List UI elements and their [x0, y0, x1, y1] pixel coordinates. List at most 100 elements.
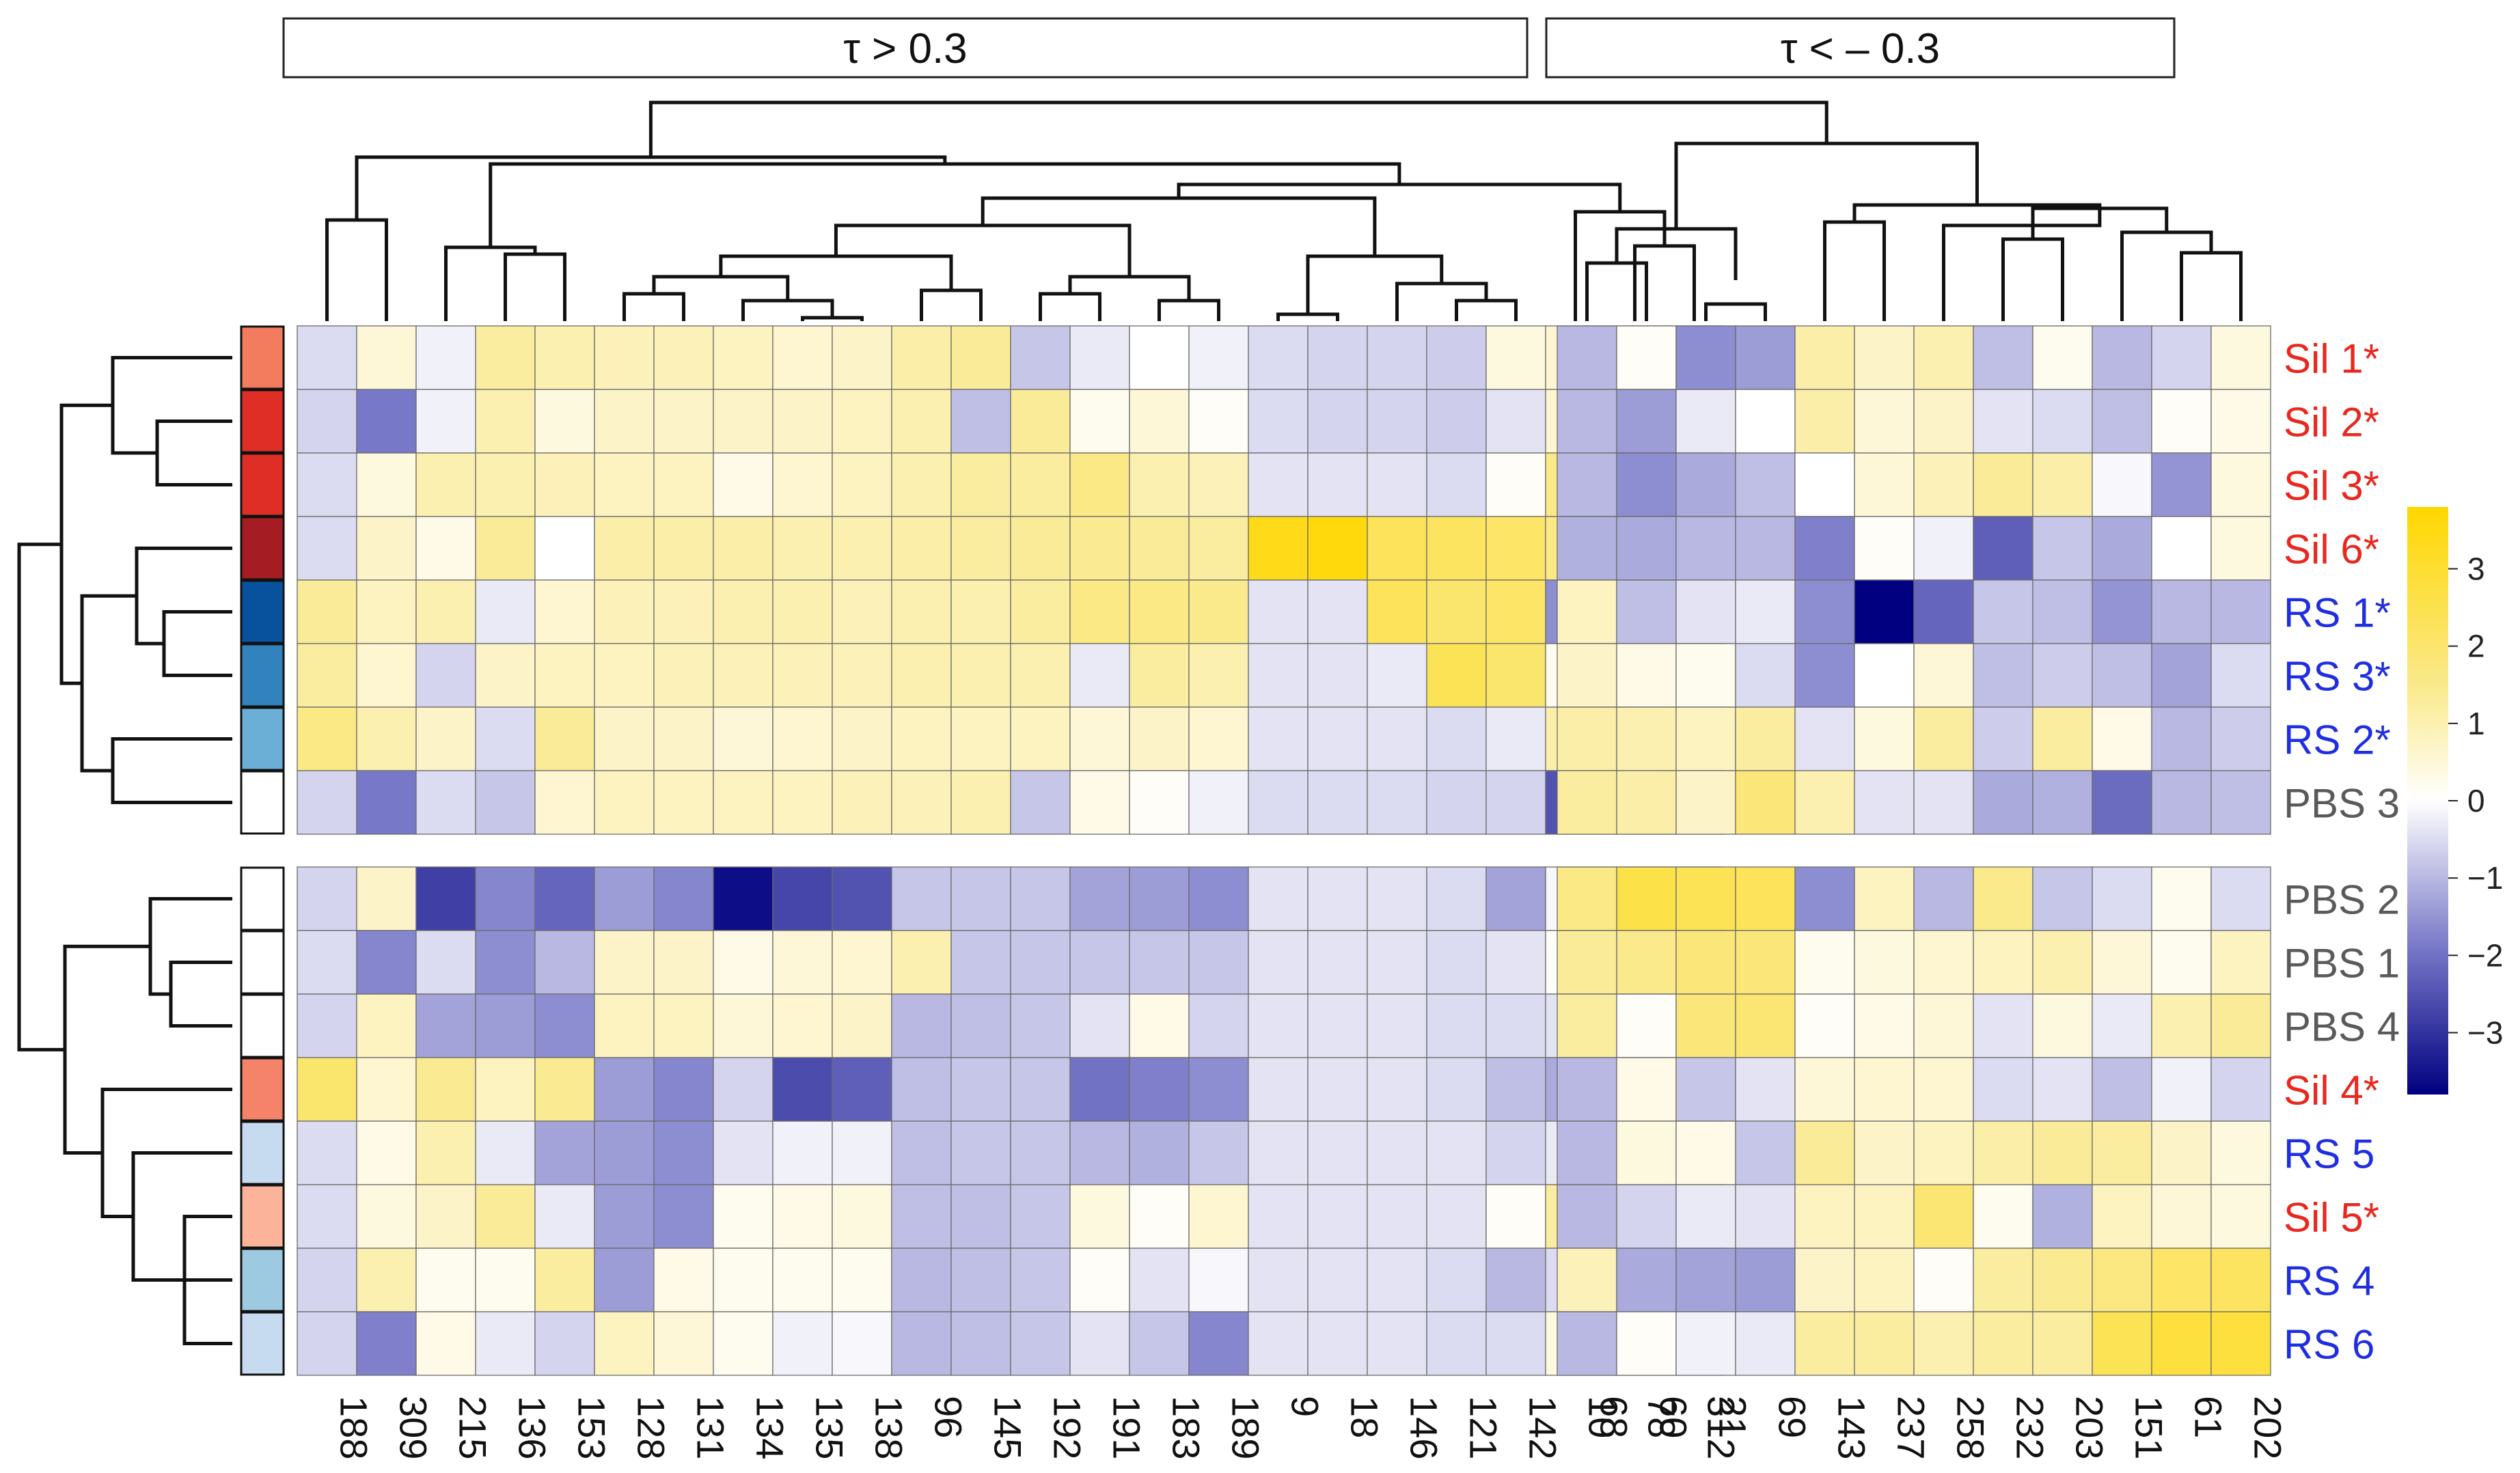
- heatmap-cell: [1794, 325, 1855, 390]
- heatmap-cell: [594, 516, 655, 581]
- heatmap-cell: [1973, 993, 2033, 1058]
- row-label: Sil 2*: [2284, 400, 2379, 445]
- heatmap-cell: [1010, 1248, 1071, 1312]
- row-label: RS 1*: [2284, 590, 2391, 636]
- heatmap-cell: [2032, 389, 2093, 454]
- heatmap-cell: [713, 706, 773, 771]
- heatmap-cell: [2032, 516, 2093, 581]
- heatmap-cell: [1248, 1120, 1309, 1185]
- heatmap-cell: [475, 389, 536, 454]
- heatmap-cell: [2210, 516, 2271, 581]
- heatmap-cell: [950, 1184, 1011, 1249]
- heatmap-cell: [2210, 930, 2271, 995]
- heatmap-cell: [2210, 1248, 2271, 1312]
- heatmap-cell: [1854, 452, 1915, 517]
- heatmap-cell: [1188, 1311, 1249, 1376]
- heatmap-cell: [1367, 1120, 1427, 1185]
- heatmap-cell: [415, 1248, 476, 1312]
- heatmap-cell: [297, 993, 357, 1058]
- heatmap-cell: [534, 706, 595, 771]
- heatmap-cell: [1367, 1057, 1427, 1122]
- heatmap-cell: [1913, 1120, 1974, 1185]
- heatmap-cell: [1069, 579, 1130, 644]
- heatmap-cell: [653, 770, 714, 835]
- heatmap-cell: [1854, 643, 1915, 708]
- heatmap-cell: [832, 1057, 892, 1122]
- heatmap-cell: [1010, 706, 1071, 771]
- heatmap-cell: [1069, 452, 1130, 517]
- heatmap-cell: [832, 770, 892, 835]
- heatmap-cell: [1069, 1248, 1130, 1312]
- row-label: Sil 6*: [2284, 527, 2379, 573]
- column-label: 153: [571, 1396, 614, 1459]
- colorbar-gradient: [2407, 507, 2448, 1095]
- annotation-cell: [240, 1311, 285, 1376]
- column-label: 136: [511, 1396, 554, 1459]
- heatmap-cell: [653, 1120, 714, 1185]
- heatmap-cell: [1307, 1184, 1368, 1249]
- heatmap-cell: [2210, 1184, 2271, 1249]
- heatmap-cell: [1675, 706, 1736, 771]
- heatmap-cell: [356, 1057, 417, 1122]
- heatmap-cell: [2210, 579, 2271, 644]
- heatmap-cell: [2092, 643, 2152, 708]
- row-annotation-bar: [240, 325, 285, 1376]
- heatmap-cell: [1307, 1248, 1368, 1312]
- heatmap-cell: [1485, 770, 1546, 835]
- heatmap-cell: [1854, 1184, 1915, 1249]
- heatmap-cell: [1069, 643, 1130, 708]
- group-header-box: [282, 17, 1529, 79]
- heatmap-cell: [2032, 1311, 2093, 1376]
- heatmap-cell: [534, 770, 595, 835]
- heatmap-cell: [1854, 770, 1915, 835]
- column-label: 258: [1949, 1396, 1992, 1459]
- heatmap-cell: [1794, 930, 1855, 995]
- column-label: 309: [392, 1396, 435, 1459]
- heatmap-cell: [1913, 1248, 1974, 1312]
- heatmap-cell: [1010, 643, 1071, 708]
- heatmap-cell: [1854, 389, 1915, 454]
- heatmap-cell: [1616, 1311, 1677, 1376]
- heatmap-cell: [1485, 452, 1546, 517]
- heatmap-cell: [891, 706, 952, 771]
- heatmap-cell: [475, 706, 536, 771]
- heatmap-cell: [415, 706, 476, 771]
- heatmap-cell: [1675, 325, 1736, 390]
- heatmap-cell: [534, 389, 595, 454]
- heatmap-cell: [1188, 516, 1249, 581]
- heatmap-cell: [1735, 1120, 1796, 1185]
- heatmap-cell: [2210, 770, 2271, 835]
- annotation-cell: [240, 993, 285, 1058]
- heatmap-cell: [1129, 1057, 1190, 1122]
- heatmap-cell: [1794, 866, 1855, 931]
- heatmap-cell: [1367, 706, 1427, 771]
- heatmap-cell: [772, 579, 833, 644]
- heatmap-cell: [713, 1248, 773, 1312]
- heatmap-cell: [2151, 706, 2212, 771]
- heatmap-cell: [713, 1120, 773, 1185]
- heatmap-cell: [475, 1057, 536, 1122]
- annotation-cell: [240, 706, 285, 771]
- heatmap-cell: [2032, 579, 2093, 644]
- heatmap-cell: [1913, 993, 1974, 1058]
- heatmap-cell: [832, 1184, 892, 1249]
- heatmap-cell: [891, 643, 952, 708]
- heatmap-cell: [1248, 516, 1309, 581]
- annotation-cell: [240, 930, 285, 995]
- heatmap-cell: [415, 516, 476, 581]
- heatmap-cell: [713, 930, 773, 995]
- heatmap-cell: [1248, 643, 1309, 708]
- heatmap-cell: [594, 866, 655, 931]
- heatmap-cell: [1010, 325, 1071, 390]
- annotation-cell: [240, 1184, 285, 1249]
- heatmap-cell: [653, 579, 714, 644]
- heatmap-cell: [1069, 1184, 1130, 1249]
- heatmap-cell: [1675, 1311, 1736, 1376]
- heatmap-cell: [356, 579, 417, 644]
- heatmap-cell: [415, 389, 476, 454]
- heatmap-cell: [1248, 1057, 1309, 1122]
- colorbar-tick-label: 2: [2467, 629, 2485, 664]
- column-dendrogram: [325, 100, 2243, 321]
- heatmap-cell: [1010, 516, 1071, 581]
- heatmap-cell: [1485, 930, 1546, 995]
